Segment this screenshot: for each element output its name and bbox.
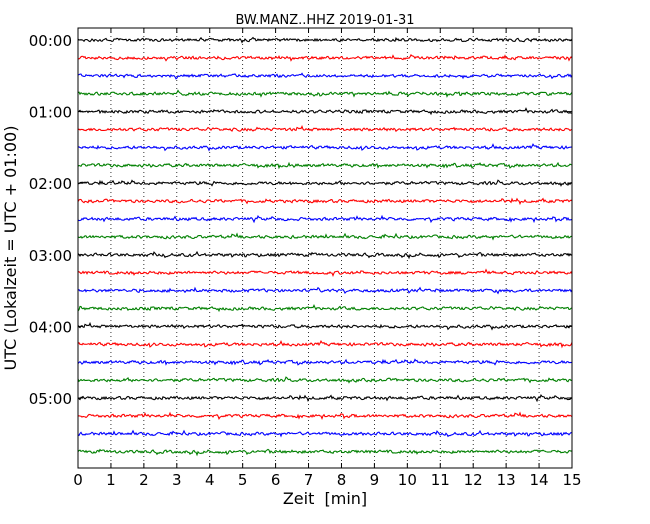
seismic-trace [77, 321, 573, 331]
seismic-trace [77, 124, 573, 133]
seismic-trace [77, 411, 573, 420]
seismic-trace [77, 89, 573, 98]
y-tick-label: 05:00 [29, 390, 72, 408]
x-tick-label: 5 [238, 471, 248, 489]
y-tick-label: 03:00 [29, 247, 72, 265]
seismic-trace [77, 429, 573, 438]
x-tick-label: 6 [271, 471, 281, 489]
y-tick-label: 01:00 [29, 104, 72, 122]
x-tick-label: 10 [398, 471, 417, 489]
seismic-trace [77, 36, 573, 44]
x-tick-label: 13 [497, 471, 516, 489]
x-axis-ticks: 0 1 2 3 4 5 6 7 8 9 10 11 12 13 14 15 [73, 28, 582, 489]
chart-title: BW.MANZ..HHZ 2019-01-31 [235, 13, 414, 28]
x-tick-label: 1 [106, 471, 116, 489]
seismic-trace [77, 376, 573, 384]
seismic-trace [77, 358, 573, 366]
y-tick-label: 04:00 [29, 318, 72, 336]
seismic-trace [77, 179, 573, 187]
x-tick-label: 3 [172, 471, 182, 489]
seismic-trace [77, 268, 573, 278]
x-tick-label: 8 [337, 471, 347, 489]
plot-frame [77, 27, 573, 469]
seismic-trace [77, 143, 573, 152]
y-axis-label: UTC (Lokalzeit = UTC + 01:00) [1, 126, 20, 371]
x-tick-label: 9 [370, 471, 380, 489]
x-tick-label: 14 [530, 471, 549, 489]
seismic-trace [77, 107, 573, 116]
x-tick-label: 2 [139, 471, 149, 489]
seismic-trace [77, 54, 573, 62]
trace-group [77, 36, 573, 457]
seismic-trace [77, 232, 573, 241]
seismic-trace [77, 448, 573, 457]
seismic-trace [77, 161, 573, 170]
seismic-trace [77, 286, 573, 295]
seismic-trace [77, 304, 573, 313]
vertical-grid-lines [110, 28, 540, 468]
seismic-trace [77, 197, 573, 206]
y-axis-ticks: 00:00 01:00 02:00 03:00 04:00 05:00 [29, 32, 572, 408]
x-tick-label: 7 [304, 471, 314, 489]
x-tick-label: 11 [431, 471, 450, 489]
seismic-trace [77, 72, 573, 80]
x-tick-label: 15 [562, 471, 581, 489]
x-tick-label: 0 [73, 471, 83, 489]
x-tick-label: 4 [205, 471, 215, 489]
seismic-trace [77, 250, 573, 260]
x-axis-label: Zeit [min] [283, 489, 367, 508]
seismic-trace [77, 339, 573, 349]
seismic-trace [77, 394, 573, 403]
seismic-trace [77, 214, 573, 224]
y-tick-label: 02:00 [29, 175, 72, 193]
y-tick-label: 00:00 [29, 32, 72, 50]
x-tick-label: 12 [464, 471, 483, 489]
